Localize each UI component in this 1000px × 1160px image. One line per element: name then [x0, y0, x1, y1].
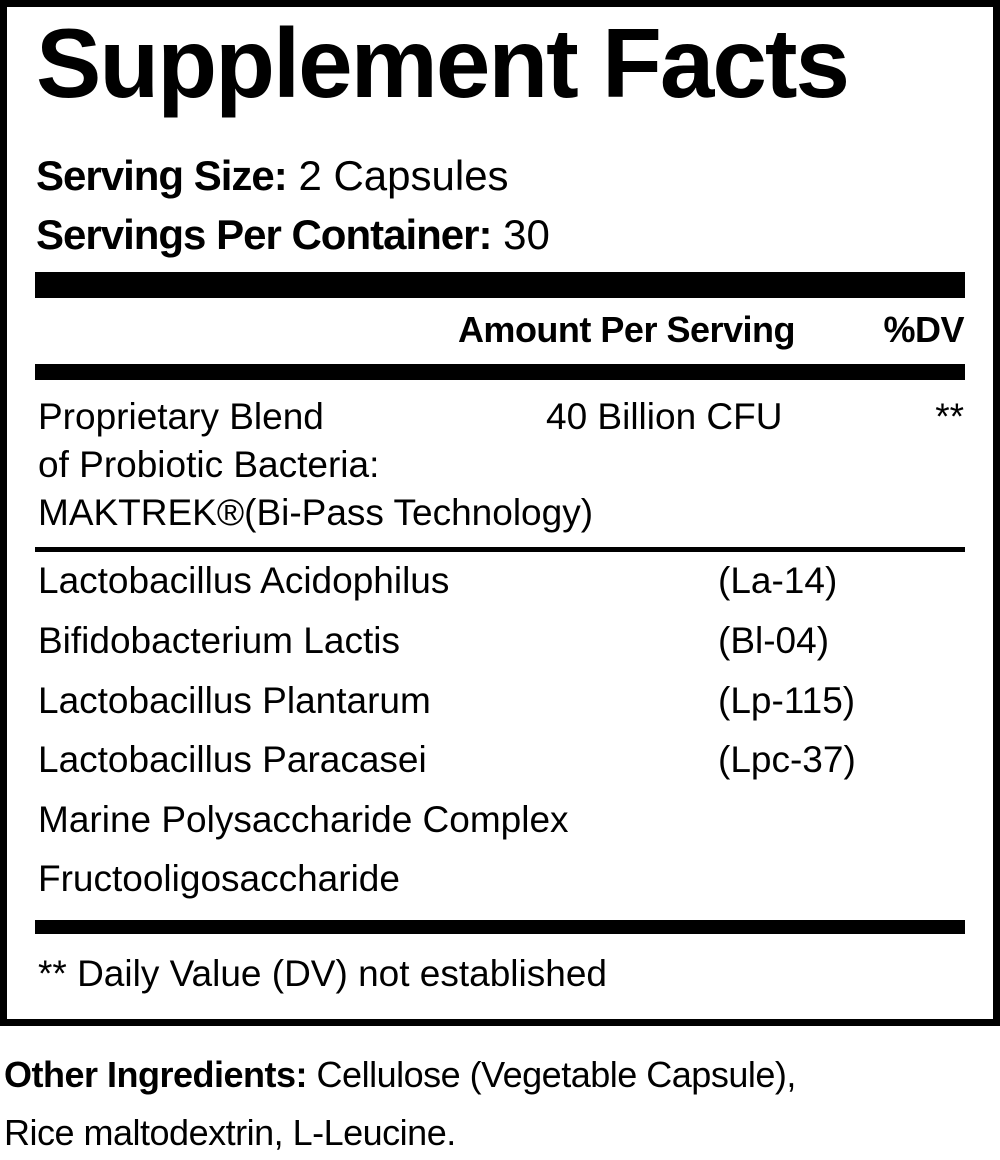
ingredient-name: Fructooligosaccharide: [38, 858, 400, 899]
other-ingredients-line-1: Cellulose (Vegetable Capsule),: [316, 1054, 797, 1095]
servings-per-container-value: 30: [503, 211, 550, 258]
other-ingredients-line-2: Rice maltodextrin, L-Leucine.: [4, 1112, 456, 1153]
serving-size-value: 2 Capsules: [298, 152, 509, 199]
ingredient-strain: (Lpc-37): [718, 739, 856, 780]
other-ingredients: Other Ingredients: Cellulose (Vegetable …: [4, 1057, 796, 1093]
blend-dv: **: [935, 396, 964, 437]
ingredient-name: Marine Polysaccharide Complex: [38, 799, 569, 840]
blend-line-3: MAKTREK®(Bi-Pass Technology): [38, 492, 594, 533]
ingredient-name: Lactobacillus Plantarum: [38, 680, 431, 721]
servings-per-container: Servings Per Container: 30: [36, 214, 550, 256]
blend-amount: 40 Billion CFU: [546, 396, 783, 437]
ingredient-name: Lactobacillus Paracasei: [38, 739, 427, 780]
ingredient-strain: (Lp-115): [718, 680, 856, 721]
thick-divider-bottom: [35, 920, 965, 934]
ingredient-name: Lactobacillus Acidophilus: [38, 560, 450, 601]
dv-header: %DV: [883, 309, 964, 350]
serving-size: Serving Size: 2 Capsules: [36, 155, 509, 197]
thin-divider: [35, 547, 965, 552]
medium-divider: [35, 364, 965, 380]
panel-title: Supplement Facts: [36, 8, 850, 118]
blend-line-2: of Probiotic Bacteria:: [38, 444, 380, 485]
servings-per-container-label: Servings Per Container:: [36, 211, 492, 258]
thick-divider: [35, 272, 965, 298]
dv-footnote: ** Daily Value (DV) not established: [38, 953, 607, 994]
supplement-facts-panel: [0, 0, 1000, 1026]
serving-size-label: Serving Size:: [36, 152, 288, 199]
ingredient-strain: (La-14): [718, 560, 838, 601]
blend-line-1: Proprietary Blend: [38, 396, 324, 437]
ingredient-strain: (Bl-04): [718, 620, 830, 661]
other-ingredients-label: Other Ingredients:: [4, 1054, 308, 1095]
ingredient-name: Bifidobacterium Lactis: [38, 620, 400, 661]
amount-per-serving-header: Amount Per Serving: [457, 309, 796, 350]
